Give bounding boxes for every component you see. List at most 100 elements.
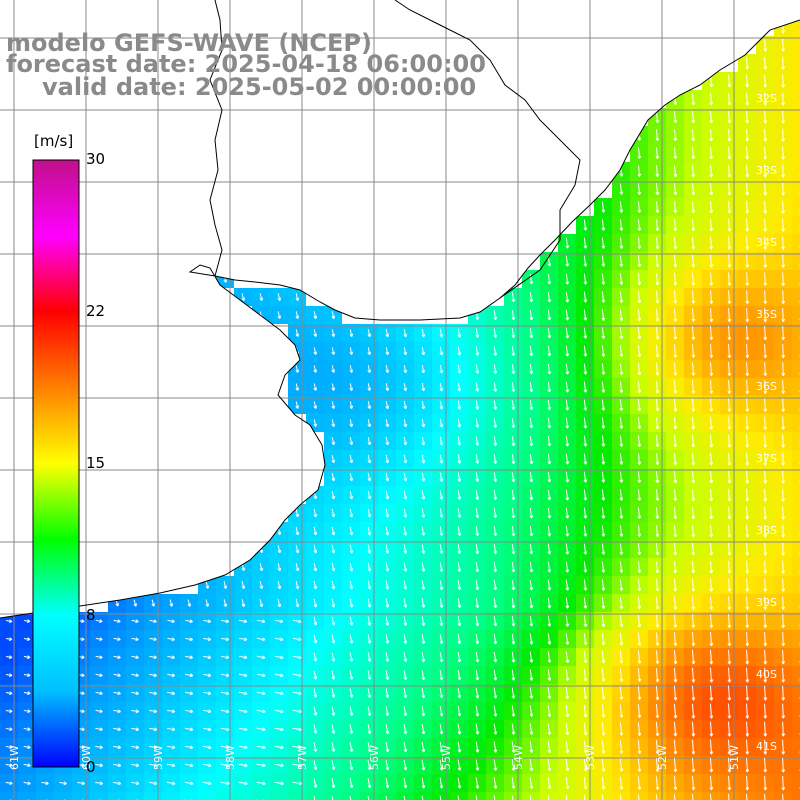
wind-arrow	[331, 778, 336, 789]
latitude-label: 32S	[756, 92, 777, 105]
wind-arrow	[673, 237, 678, 250]
wind-arrow	[511, 400, 516, 411]
wind-arrow	[565, 669, 570, 682]
wind-arrow	[421, 688, 426, 699]
wind-arrow	[457, 777, 462, 789]
wind-arrow	[565, 561, 570, 573]
wind-arrow	[691, 489, 696, 502]
wind-arrow	[547, 723, 552, 736]
wind-arrow	[529, 400, 534, 411]
wind-arrow	[727, 110, 732, 124]
wind-arrow	[781, 380, 786, 394]
wind-arrow	[202, 763, 212, 768]
wind-arrow	[349, 724, 354, 734]
wind-arrow	[565, 435, 570, 447]
wind-arrow	[781, 398, 786, 412]
wind-arrow	[619, 668, 624, 682]
wind-arrow	[277, 311, 282, 319]
wind-arrow	[727, 578, 732, 592]
wind-arrow	[745, 200, 750, 214]
wind-arrow	[385, 777, 390, 789]
wind-arrow	[475, 472, 480, 482]
wind-arrow	[223, 275, 228, 283]
wind-arrow	[23, 709, 31, 713]
wind-arrow	[655, 237, 660, 250]
wind-arrow	[547, 309, 552, 321]
wind-arrow	[547, 525, 552, 537]
wind-arrow	[113, 745, 122, 750]
wind-arrow	[709, 794, 712, 800]
wind-arrow	[691, 308, 696, 322]
wind-arrow	[637, 561, 642, 574]
wind-arrow	[637, 668, 642, 682]
wind-arrow	[223, 599, 228, 607]
wind-arrow	[223, 581, 228, 589]
wind-arrow	[439, 526, 444, 536]
wind-arrow	[259, 599, 264, 608]
wind-arrow	[583, 381, 588, 393]
wind-arrow	[781, 200, 786, 214]
wind-arrow	[349, 742, 354, 753]
wind-arrow	[781, 362, 786, 377]
wind-arrow	[493, 759, 498, 771]
wind-arrow	[781, 488, 786, 502]
wind-arrow	[763, 775, 768, 791]
wind-arrow	[547, 705, 552, 717]
wind-arrow	[149, 745, 158, 750]
wind-arrow	[583, 597, 588, 609]
wind-arrow	[184, 781, 194, 786]
wind-arrow	[167, 727, 176, 732]
wind-arrow	[529, 561, 534, 573]
wind-arrow	[349, 706, 354, 716]
wind-arrow	[256, 709, 266, 714]
wind-arrow	[781, 614, 786, 628]
wind-arrow	[313, 598, 318, 608]
wind-arrow	[511, 669, 516, 681]
wind-arrow	[781, 578, 786, 592]
wind-arrow	[439, 454, 444, 464]
wind-arrow	[403, 777, 408, 789]
wind-arrow	[457, 382, 462, 392]
wind-arrow	[637, 686, 642, 700]
wind-arrow	[565, 615, 570, 627]
wind-arrow	[691, 776, 696, 791]
wind-arrow	[691, 543, 696, 556]
wind-arrow	[313, 688, 318, 698]
wind-arrow	[583, 255, 588, 267]
wind-arrow	[367, 419, 372, 428]
wind-arrow	[763, 398, 768, 412]
field-cell	[792, 738, 800, 756]
wind-arrow	[619, 453, 624, 465]
wind-arrow	[403, 328, 408, 338]
wind-arrow	[475, 310, 480, 320]
wind-arrow	[619, 255, 624, 267]
wind-arrow	[403, 598, 408, 608]
wind-arrow	[457, 598, 462, 609]
wind-arrow	[655, 489, 660, 501]
wind-arrow	[149, 709, 158, 714]
wind-direction-arrows	[5, 12, 800, 800]
wind-arrow	[637, 794, 640, 800]
wind-arrow	[385, 795, 388, 800]
latitude-label: 33S	[756, 164, 777, 177]
field-cell	[792, 18, 800, 36]
wind-arrow	[547, 669, 552, 681]
wind-arrow	[385, 598, 390, 608]
wind-arrow	[727, 667, 732, 683]
wind-arrow	[655, 165, 660, 177]
wind-arrow	[691, 380, 696, 394]
wind-arrow	[655, 272, 660, 286]
wind-arrow	[5, 727, 13, 731]
wind-arrow	[403, 526, 408, 536]
wind-arrow	[727, 146, 732, 160]
wind-arrow	[709, 165, 714, 178]
wind-arrow	[619, 435, 624, 447]
wind-arrow	[385, 365, 390, 374]
wind-arrow	[403, 795, 406, 800]
wind-arrow	[313, 652, 318, 662]
wind-arrow	[763, 649, 768, 665]
field-cell	[792, 648, 800, 666]
wind-arrow	[295, 365, 300, 373]
wind-arrow	[185, 619, 193, 624]
wind-arrow	[745, 326, 750, 341]
